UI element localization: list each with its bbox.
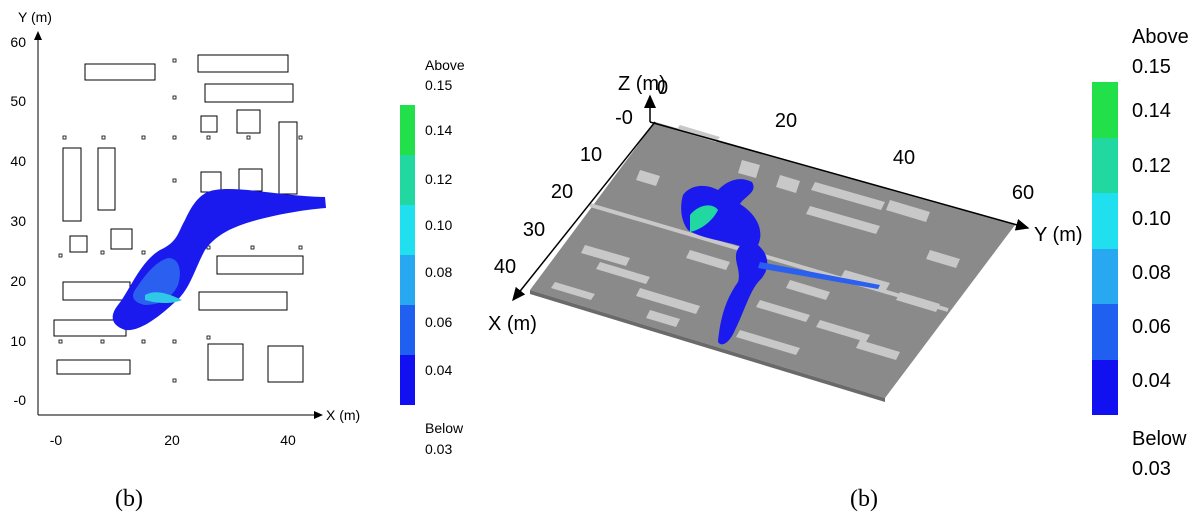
colorbar-label: Above [1132,26,1189,48]
x-tick-label: -0 [50,432,63,448]
colorbar-label: Below [425,420,464,436]
colorbar-label: 0.15 [1132,56,1171,78]
right-panel: Z (m) 0 Y (m) X (m) -0 10 20 30 40 20 40… [488,26,1189,512]
z-tick-label: 0 [657,77,668,99]
colorbar-label: 0.12 [425,171,452,187]
colorbar-label: 0.08 [1132,262,1171,284]
y-tick-label: 30 [10,213,26,229]
y-tick-label: 40 [893,147,915,169]
y-tick-label: -0 [14,392,27,408]
colorbar-label: 0.03 [425,441,452,457]
colorbar-label: 0.04 [1132,370,1171,392]
buildings [54,55,303,382]
x-ticks: -0 20 40 [50,432,296,448]
caption: (b) [850,486,878,512]
x-axis-label: X (m) [326,407,360,423]
colorbar-label: 0.10 [425,217,452,233]
colorbar-label: 0.04 [425,362,452,378]
x-tick-label: 20 [551,181,573,203]
x-tick-label: 20 [164,432,180,448]
y-axis-label: Y (m) [1034,224,1083,246]
x-tick-label: 30 [523,219,545,241]
y-tick-label: 20 [775,110,797,132]
y-ticks: 60 50 40 30 20 10 -0 [10,34,26,408]
colorbar-label: 0.14 [425,122,452,138]
caption: (b) [115,486,143,512]
x-tick-label: 40 [280,432,296,448]
x-tick-label: -0 [615,107,633,129]
colorbar-label: 0.03 [1132,458,1171,480]
x-tick-label: 40 [494,256,516,278]
colorbar-label: Below [1132,428,1187,450]
y-tick-label: 50 [10,93,26,109]
colorbar-label: 0.15 [425,77,452,93]
x-tick-label: 10 [580,144,602,166]
figure: Y (m) X (m) 60 50 40 30 20 10 -0 -0 20 4… [0,0,1197,520]
plume [113,189,326,330]
y-axis-label: Y (m) [18,9,52,25]
y-tick-label: 40 [10,153,26,169]
y-tick-label: 60 [1012,182,1034,204]
colorbar-label: 0.06 [1132,316,1171,338]
y-tick-label: 60 [10,34,26,50]
colorbar-label: 0.06 [425,314,452,330]
colorbar: Above 0.15 0.14 0.12 0.10 0.08 0.06 0.04… [400,57,465,457]
colorbar-label: 0.10 [1132,208,1171,230]
colorbar-label: 0.14 [1132,100,1171,122]
left-panel: Y (m) X (m) 60 50 40 30 20 10 -0 -0 20 4… [10,9,464,512]
colorbar-label: 0.08 [425,264,452,280]
y-tick-label: 20 [10,273,26,289]
y-tick-label: 10 [10,333,26,349]
colorbar: Above 0.15 0.14 0.12 0.10 0.08 0.06 0.04… [1092,26,1189,480]
colorbar-label: Above [425,57,465,73]
x-axis-label: X (m) [488,313,537,335]
colorbar-label: 0.12 [1132,155,1171,177]
